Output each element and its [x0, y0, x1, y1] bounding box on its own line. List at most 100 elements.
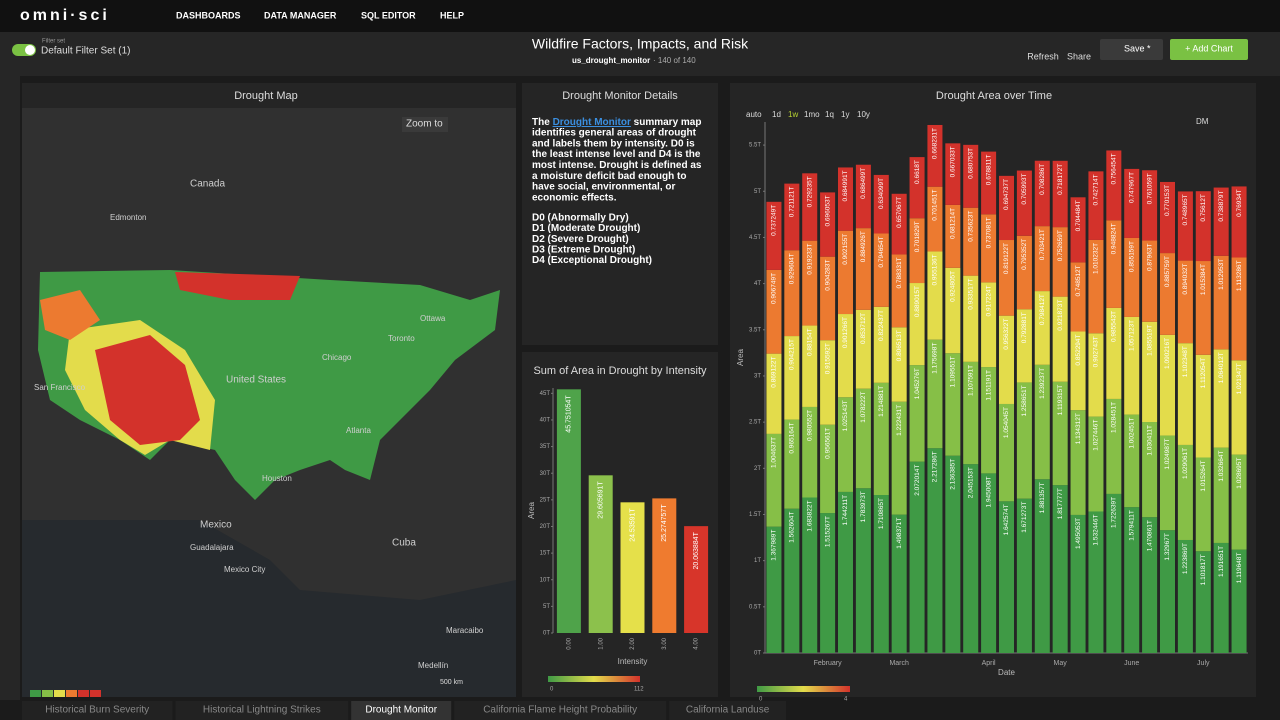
bar-segment[interactable]: [1177, 444, 1193, 540]
bar-segment[interactable]: [1070, 514, 1086, 653]
bar-segment[interactable]: [1106, 307, 1122, 399]
refresh-label[interactable]: Refresh: [1027, 51, 1059, 61]
bar-segment[interactable]: [1159, 435, 1176, 531]
bar-segment[interactable]: [981, 282, 997, 368]
bar-segment[interactable]: [873, 233, 889, 307]
bar-segment[interactable]: [1124, 414, 1140, 508]
tab[interactable]: [454, 701, 667, 720]
bar-segment[interactable]: [945, 267, 961, 354]
time-button[interactable]: 1q: [825, 110, 834, 119]
bar-segment[interactable]: [1034, 160, 1050, 227]
bar-segment[interactable]: [909, 157, 925, 219]
bar-segment[interactable]: [1177, 191, 1193, 261]
tab[interactable]: [22, 701, 173, 720]
bar-segment[interactable]: [1016, 170, 1032, 236]
bar-segment[interactable]: [1070, 331, 1086, 411]
bar-segment[interactable]: [1231, 454, 1247, 550]
bar-segment[interactable]: [1213, 255, 1229, 350]
tab[interactable]: [669, 701, 786, 720]
bar-segment[interactable]: [998, 315, 1015, 404]
bar-segment[interactable]: [963, 144, 979, 208]
time-button[interactable]: 1mo: [804, 110, 820, 119]
tab[interactable]: [351, 701, 452, 720]
bar-segment[interactable]: [1088, 511, 1104, 653]
bar[interactable]: [684, 526, 709, 633]
bar-segment[interactable]: [1088, 333, 1104, 417]
bar-segment[interactable]: [891, 401, 907, 515]
bar-segment[interactable]: [766, 526, 782, 653]
bar-segment[interactable]: [1177, 343, 1193, 445]
nav-item[interactable]: DATA MANAGER: [264, 10, 337, 20]
bar-segment[interactable]: [1159, 334, 1176, 436]
bar-segment[interactable]: [1195, 551, 1211, 653]
bar-segment[interactable]: [1231, 186, 1247, 258]
bar-segment[interactable]: [1177, 539, 1193, 653]
bar-segment[interactable]: [837, 230, 854, 315]
bar-segment[interactable]: [891, 327, 907, 402]
bar-segment[interactable]: [1213, 187, 1229, 256]
bar-segment[interactable]: [945, 353, 961, 456]
bar-segment[interactable]: [1034, 479, 1050, 653]
bar-segment[interactable]: [1159, 181, 1176, 254]
bar-segment[interactable]: [820, 513, 836, 653]
bar-segment[interactable]: [945, 143, 961, 205]
bar-segment[interactable]: [1213, 542, 1229, 653]
bar-segment[interactable]: [1213, 349, 1229, 448]
bar-segment[interactable]: [1159, 253, 1176, 335]
bar-segment[interactable]: [963, 464, 979, 653]
bar-segment[interactable]: [998, 240, 1015, 316]
bar-segment[interactable]: [802, 173, 818, 241]
bar-segment[interactable]: [784, 250, 800, 337]
bar-segment[interactable]: [837, 167, 854, 231]
bar-segment[interactable]: [766, 353, 782, 434]
bar-segment[interactable]: [855, 309, 871, 389]
bar-segment[interactable]: [837, 491, 854, 653]
bar-segment[interactable]: [766, 433, 782, 527]
bar-segment[interactable]: [1034, 226, 1050, 292]
time-button[interactable]: 10y: [857, 110, 870, 119]
bar-segment[interactable]: [837, 314, 854, 398]
bar-segment[interactable]: [1195, 354, 1211, 458]
bar-segment[interactable]: [1106, 493, 1122, 653]
bar-segment[interactable]: [909, 461, 925, 653]
bar-segment[interactable]: [1016, 235, 1032, 310]
bar-segment[interactable]: [909, 365, 925, 462]
bar-segment[interactable]: [837, 397, 854, 492]
bar-segment[interactable]: [998, 403, 1015, 502]
bar-segment[interactable]: [1052, 160, 1068, 228]
bar-segment[interactable]: [873, 382, 889, 496]
bar-segment[interactable]: [1124, 316, 1140, 415]
bar-segment[interactable]: [820, 192, 836, 257]
bar-segment[interactable]: [1195, 191, 1211, 262]
bar-segment[interactable]: [820, 340, 836, 425]
bar-segment[interactable]: [1106, 150, 1122, 221]
bar-segment[interactable]: [945, 455, 961, 653]
time-button[interactable]: auto: [746, 110, 762, 119]
bar-segment[interactable]: [927, 251, 943, 340]
bar-segment[interactable]: [981, 367, 997, 474]
time-button[interactable]: 1y: [841, 110, 849, 119]
bar[interactable]: [652, 498, 677, 633]
bar-segment[interactable]: [1142, 422, 1158, 518]
bar-segment[interactable]: [1231, 549, 1247, 653]
bar-segment[interactable]: [855, 388, 871, 489]
zoom-button[interactable]: [402, 117, 448, 132]
bar-segment[interactable]: [927, 448, 943, 653]
link[interactable]: Drought Monitor: [553, 117, 631, 128]
bar-segment[interactable]: [784, 419, 800, 509]
bar-segment[interactable]: [1070, 262, 1086, 332]
bar-segment[interactable]: [1142, 240, 1158, 322]
bar-segment[interactable]: [1195, 261, 1211, 355]
bar-segment[interactable]: [802, 406, 818, 498]
bar-segment[interactable]: [820, 424, 836, 514]
bar-segment[interactable]: [1088, 416, 1104, 512]
bar-segment[interactable]: [855, 164, 871, 229]
bar-segment[interactable]: [855, 228, 871, 310]
nav-item[interactable]: DASHBOARDS: [176, 10, 241, 20]
tab[interactable]: [175, 701, 349, 720]
bar-segment[interactable]: [891, 514, 907, 653]
bar-segment[interactable]: [981, 473, 997, 653]
bar-segment[interactable]: [1124, 168, 1140, 238]
bar-segment[interactable]: [981, 151, 997, 215]
bar-segment[interactable]: [998, 175, 1015, 241]
